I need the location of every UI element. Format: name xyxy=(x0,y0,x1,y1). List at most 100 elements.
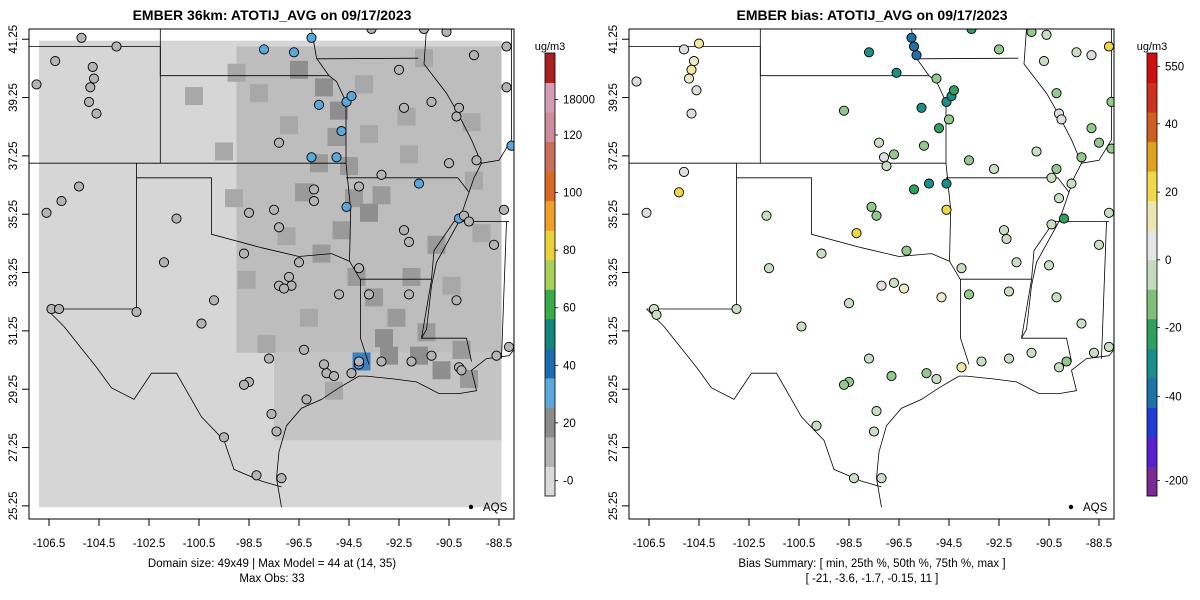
aqs-site-marker xyxy=(731,303,742,315)
aqs-site-marker xyxy=(501,41,512,52)
x-tick-label: -104.5 xyxy=(683,538,716,550)
state-boundary-13 xyxy=(421,29,482,339)
colorbar-segment xyxy=(545,407,555,438)
colorbar-label: 20 xyxy=(563,418,576,430)
aqs-site-marker xyxy=(443,158,455,169)
x-tick-label: -88.5 xyxy=(1086,538,1112,550)
aqs-site-marker xyxy=(491,350,502,361)
colorbar-segment xyxy=(545,348,555,379)
state-boundary-5 xyxy=(345,101,370,365)
colorbar-segment xyxy=(545,141,555,172)
y-tick-label: 39.25 xyxy=(608,83,620,112)
y-tick-label: 25.25 xyxy=(608,491,620,520)
state-boundary-3 xyxy=(646,163,737,310)
x-tick-label: -106.5 xyxy=(633,538,666,550)
colorbar-segment xyxy=(545,289,555,320)
state-boundary-10 xyxy=(1031,221,1109,280)
aqs-site-marker xyxy=(501,82,512,93)
aqs-legend-bias: AQS xyxy=(1068,502,1108,514)
y-tick-label: 33.25 xyxy=(8,258,20,287)
model-cell xyxy=(387,308,406,327)
aqs-site-marker xyxy=(363,289,375,300)
aqs-site-marker xyxy=(848,473,860,484)
model-cell xyxy=(465,171,483,190)
aqs-site-marker xyxy=(313,99,325,110)
model-cell xyxy=(452,340,471,359)
aqs-site-marker xyxy=(866,201,877,212)
plot-frame-bias xyxy=(628,28,1115,520)
aqs-site-marker xyxy=(488,239,500,250)
aqs-site-marker xyxy=(1103,41,1114,52)
colorbar-segment xyxy=(545,466,555,497)
aqs-site-marker xyxy=(976,356,987,367)
colorbar-segment xyxy=(1147,82,1157,113)
aqs-site-marker xyxy=(878,152,890,163)
aqs-site-marker xyxy=(503,341,514,352)
aqs-site-marker xyxy=(1076,318,1087,329)
model-cell xyxy=(237,270,256,289)
chart-title-model: EMBER 36km: ATOTIJ_AVG on 09/17/2023 xyxy=(133,7,412,23)
caption-line-2-model: Max Obs: 33 xyxy=(239,573,304,585)
aqs-site-marker xyxy=(1053,193,1065,204)
colorbar-segment xyxy=(1147,407,1157,438)
x-tick-label: -98.5 xyxy=(236,538,262,550)
aqs-site-marker xyxy=(196,318,207,329)
aqs-site-marker xyxy=(298,344,310,355)
aqs-site-marker xyxy=(1093,239,1105,250)
aqs-site-marker xyxy=(873,137,885,148)
aqs-site-marker xyxy=(843,298,855,309)
model-cell xyxy=(472,224,491,243)
colorbar-label: 100 xyxy=(563,188,582,200)
aqs-site-marker xyxy=(963,155,975,166)
aqs-site-marker xyxy=(111,41,122,52)
aqs-site-marker xyxy=(876,280,887,291)
colorbar-segment xyxy=(1147,466,1157,497)
x-tick-label: -98.5 xyxy=(836,538,862,550)
aqs-site-marker xyxy=(918,140,930,151)
aqs-site-marker xyxy=(948,85,960,96)
aqs-site-marker xyxy=(966,29,977,35)
aqs-site-marker xyxy=(266,408,277,420)
aqs-site-marker xyxy=(301,394,312,405)
x-axis-bias: -106.5 -104.5 -102.5 -100.5 -98.5 -96.5 -94.5 -… xyxy=(633,519,1112,550)
colorbar-outline xyxy=(1146,52,1158,497)
colorbar-segment xyxy=(545,377,555,408)
aqs-site-marker xyxy=(393,64,405,75)
aqs-site-marker xyxy=(276,473,287,484)
aqs-site-marker xyxy=(273,222,285,233)
aqs-site-marker xyxy=(1046,219,1057,230)
aqs-site-marker xyxy=(306,32,317,43)
x-tick-label: -90.5 xyxy=(436,538,462,550)
colorbar-segment xyxy=(1147,112,1157,143)
aqs-site-marker xyxy=(238,379,250,390)
aqs-site-marker xyxy=(838,105,850,116)
aqs-legend-model: AQS xyxy=(468,502,508,514)
aqs-site-marker xyxy=(31,79,42,90)
model-cell xyxy=(360,125,378,143)
y-tick-label: 35.25 xyxy=(608,200,620,229)
colorbar-segment xyxy=(1147,171,1157,202)
model-concentration-panel: EMBER 36km: ATOTIJ_AVG on 09/17/2023 -10… xyxy=(8,7,595,585)
colorbar-segment xyxy=(1147,377,1157,408)
aqs-site-marker xyxy=(208,295,220,306)
model-cell xyxy=(332,221,351,240)
aqs-site-marker xyxy=(308,184,320,195)
aqs-sites-layer xyxy=(31,29,514,484)
aqs-site-marker xyxy=(1001,233,1012,245)
aqs-site-marker xyxy=(451,295,462,306)
aqs-site-marker xyxy=(398,225,410,236)
model-field-layer xyxy=(39,40,502,508)
state-boundary-7 xyxy=(946,177,1070,193)
aqs-site-marker xyxy=(686,64,697,75)
state-boundary-16 xyxy=(276,349,514,508)
caption-line-1-model: Domain size: 49x49 | Max Model = 44 at (… xyxy=(148,558,396,570)
aqs-site-marker xyxy=(1056,114,1067,125)
colorbar-segment xyxy=(545,259,555,290)
aqs-site-marker xyxy=(691,85,702,96)
aqs-site-marker xyxy=(283,271,295,282)
colorbar-segment xyxy=(1147,259,1157,290)
aqs-site-marker xyxy=(398,102,410,113)
model-cell xyxy=(462,113,481,132)
aqs-site-marker xyxy=(1038,56,1050,67)
